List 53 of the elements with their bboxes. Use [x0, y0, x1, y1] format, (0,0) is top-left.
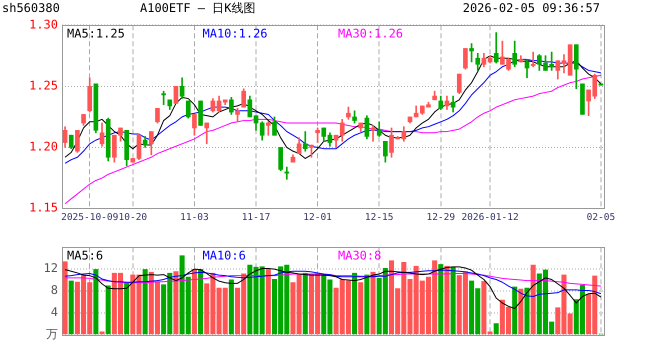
bar: [100, 332, 105, 334]
bar: [444, 266, 450, 334]
bar: [518, 288, 524, 334]
y-tick-label: 12: [44, 261, 58, 276]
bar: [266, 269, 271, 334]
bar: [364, 274, 370, 334]
x-tick-label: 02-05: [586, 212, 616, 223]
y-tick-label: 1.25: [29, 78, 58, 92]
bar: [68, 280, 74, 334]
bar: [524, 288, 530, 334]
x-tick-label: 2026-01-12: [461, 212, 519, 223]
bar: [370, 272, 376, 334]
bar: [93, 269, 98, 334]
bar: [450, 266, 456, 334]
bar: [438, 264, 444, 334]
text: 2026-02-05 09:36:57: [462, 1, 600, 15]
series-label: MA30:8: [338, 248, 382, 262]
x-tick-label: 12-29: [426, 212, 456, 223]
x-tick-label: 11-03: [180, 212, 209, 223]
text: MA30:1.26: [338, 26, 404, 40]
x-tick-label: 10-20: [118, 212, 148, 223]
y-tick-label: 4: [50, 305, 58, 320]
y-tick-label: 1.30: [29, 17, 58, 32]
bar: [512, 286, 518, 334]
y-tick-label: 1.15: [29, 200, 58, 215]
bar: [142, 269, 148, 334]
bar: [198, 269, 204, 334]
chart-title: A100ETF — 日K线图: [140, 1, 256, 15]
x-tick-label: 12-01: [303, 212, 332, 223]
text: MA10:1.26: [202, 26, 268, 40]
bar: [228, 280, 234, 334]
bar: [124, 282, 130, 334]
bar: [494, 323, 499, 334]
bar: [530, 264, 536, 334]
bar: [62, 261, 68, 334]
series-label: MA5:6: [67, 248, 104, 262]
bar: [106, 286, 111, 334]
bar: [358, 282, 364, 334]
x-tick-label: 2025-10-09: [61, 212, 119, 223]
x-tick-label: 11-17: [242, 212, 270, 223]
bar: [173, 271, 178, 334]
y-tick-label: 8: [50, 283, 58, 298]
text: MA5:1.25: [67, 26, 125, 40]
bar: [302, 272, 308, 334]
series-label: MA10:6: [202, 248, 246, 262]
text: sh560380: [2, 1, 60, 15]
candlestick: [370, 125, 376, 142]
y-tick-label: 1.20: [29, 140, 58, 154]
candlestick: [469, 43, 474, 62]
bar: [192, 269, 197, 334]
bar: [352, 272, 358, 334]
x-tick-label: 12-15: [364, 212, 394, 223]
y-tick-label: 万: [46, 326, 58, 341]
